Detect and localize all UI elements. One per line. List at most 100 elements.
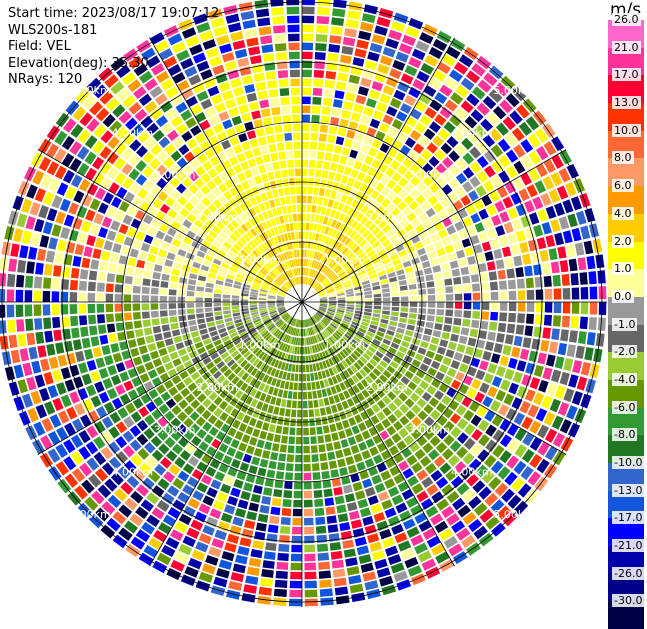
velocity-cell [123,380,134,392]
velocity-cell [261,315,270,320]
velocity-cell [85,209,96,222]
velocity-cell [263,117,273,126]
velocity-cell [214,529,227,541]
velocity-cell [214,288,222,294]
velocity-cell [106,517,121,532]
velocity-cell [352,385,360,394]
velocity-cell [255,476,265,486]
velocity-cell [396,327,405,334]
velocity-cell [340,175,349,184]
velocity-cell [338,63,350,73]
velocity-cell [482,395,494,408]
velocity-cell [419,254,429,262]
velocity-cell [63,456,77,471]
velocity-cell [382,306,391,311]
velocity-cell [452,497,466,511]
velocity-cell [291,318,296,326]
velocity-cell [165,537,180,550]
velocity-cell [263,332,271,340]
velocity-cell [335,384,342,393]
velocity-cell [339,372,347,381]
velocity-cell [95,406,108,419]
velocity-cell [529,377,541,390]
velocity-cell [286,270,291,278]
velocity-cell [219,331,229,338]
velocity-cell [452,129,465,142]
velocity-cell [219,365,229,374]
velocity-cell [251,110,261,120]
velocity-cell [277,307,286,312]
velocity-cell [316,205,322,214]
velocity-cell [130,490,144,504]
velocity-cell [340,275,349,282]
velocity-cell [138,345,148,355]
velocity-cell [182,164,194,175]
velocity-cell [226,533,240,544]
velocity-cell [342,225,350,234]
velocity-cell [525,313,535,325]
velocity-cell [1,351,12,366]
velocity-cell [245,575,259,585]
velocity-cell [152,198,163,209]
velocity-cell [259,328,268,335]
velocity-cell [388,29,403,41]
velocity-cell [79,269,89,280]
velocity-cell [335,330,343,337]
velocity-cell [251,286,260,291]
velocity-cell [295,186,301,195]
velocity-cell [213,26,228,37]
velocity-cell [61,135,75,151]
velocity-cell [381,450,392,461]
velocity-cell [486,261,496,271]
velocity-cell [56,426,69,441]
velocity-cell [508,290,517,301]
velocity-cell [303,319,305,328]
velocity-cell [307,391,313,400]
velocity-cell [408,365,418,374]
velocity-cell [226,167,236,178]
velocity-cell [244,220,253,230]
velocity-cell [78,446,91,460]
velocity-cell [150,435,162,448]
velocity-cell [189,325,198,332]
velocity-cell [132,356,143,366]
velocity-cell [304,337,307,346]
velocity-cell [236,152,246,163]
velocity-cell [399,285,408,291]
velocity-cell [356,392,365,402]
colorbar-tick-label: 17.0 [612,68,641,82]
velocity-cell [239,191,248,201]
velocity-cell [298,373,302,382]
velocity-cell [250,344,258,352]
velocity-cell [304,526,315,535]
velocity-cell [15,304,24,317]
velocity-cell [435,371,445,381]
velocity-cell [338,183,346,193]
velocity-cell [259,577,273,587]
velocity-cell [328,307,336,311]
velocity-cell [136,259,146,269]
velocity-cell [385,457,396,469]
velocity-cell [302,159,309,168]
velocity-cell [302,373,307,382]
velocity-cell [178,513,192,526]
velocity-cell [178,18,193,31]
velocity-cell [376,331,385,338]
velocity-cell [80,220,92,233]
velocity-cell [502,345,512,356]
velocity-cell [261,353,268,362]
velocity-cell [112,352,123,363]
velocity-cell [376,520,389,531]
velocity-cell [298,364,302,373]
velocity-cell [86,234,96,247]
velocity-cell [307,277,311,286]
velocity-cell [471,63,486,77]
velocity-cell [185,393,195,404]
velocity-cell [543,158,556,173]
velocity-cell [338,233,345,242]
ring-label: 2.00km [196,211,238,224]
velocity-cell [302,114,311,123]
velocity-cell [163,56,178,69]
velocity-cell [551,415,564,430]
velocity-cell [324,189,331,198]
